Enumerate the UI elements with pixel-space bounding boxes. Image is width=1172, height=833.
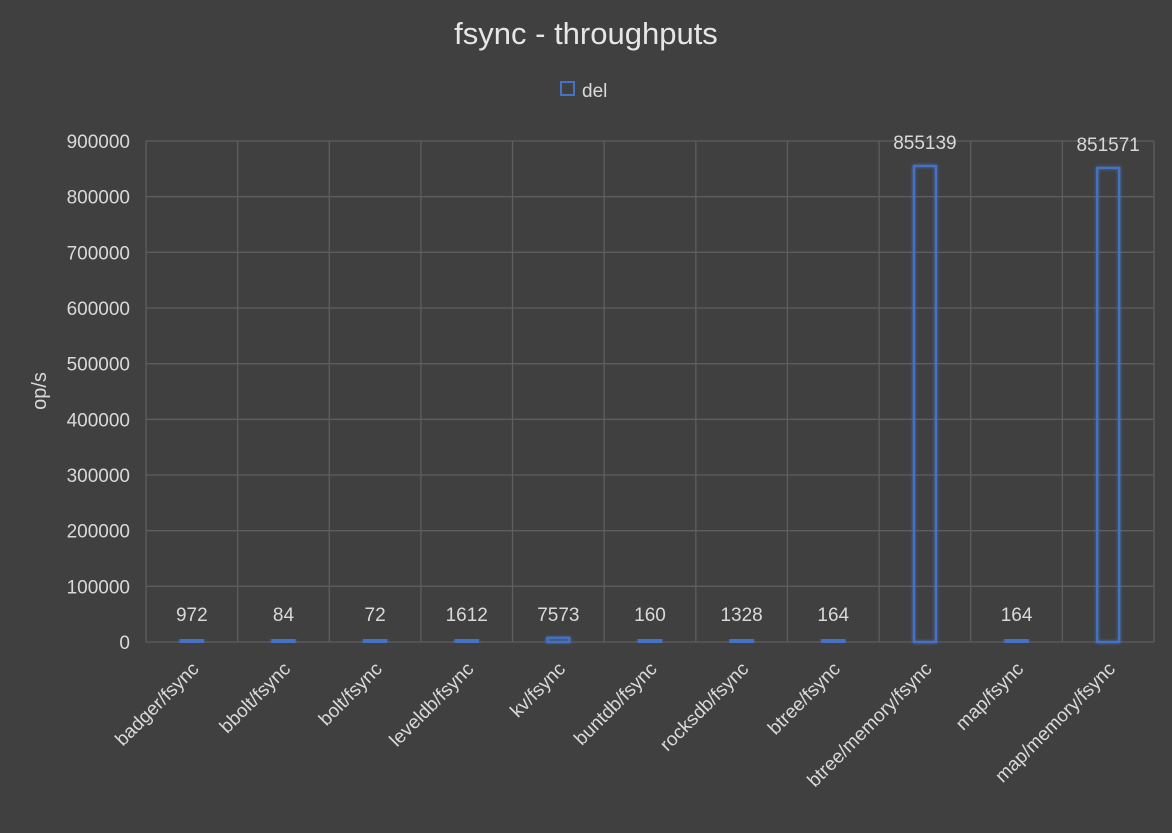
data-label: 1612: [446, 605, 488, 626]
x-tick-label: badger/fsync: [112, 659, 204, 751]
y-tick-label: 900000: [67, 132, 130, 153]
data-label: 972: [176, 605, 208, 626]
legend-label-del: del: [582, 81, 607, 102]
data-labels: 972 84 72 1612 7573 160 1328 164 855139 164 851571: [176, 133, 1140, 626]
chart-title: fsync - throughputs: [454, 16, 718, 51]
grid: [145, 140, 1155, 643]
data-label: 7573: [537, 605, 579, 626]
y-axis-label: op/s: [29, 372, 51, 410]
bar: [912, 164, 938, 644]
bar: [271, 638, 296, 644]
y-tick-label: 400000: [67, 410, 130, 431]
y-tick-label: 600000: [67, 299, 130, 320]
x-tick-label: btree/fsync: [764, 659, 845, 740]
x-tick-label: map/fsync: [952, 659, 1028, 735]
y-tick-label: 700000: [67, 243, 130, 264]
bar: [1096, 166, 1121, 644]
legend: del: [560, 81, 607, 102]
bar: [454, 638, 479, 644]
data-label: 855139: [893, 133, 956, 154]
legend-swatch-del: [560, 81, 575, 96]
bar: [637, 638, 663, 644]
x-tick-label: bbolt/fsync: [216, 659, 295, 738]
data-label: 164: [817, 605, 849, 626]
y-tick-label: 500000: [67, 355, 130, 376]
data-label: 160: [634, 605, 666, 626]
data-label: 84: [273, 605, 295, 626]
y-axis-ticks: 0 100000 200000 300000 400000 500000 600000 700…: [67, 132, 130, 654]
y-tick-label: 100000: [67, 577, 130, 598]
x-tick-label: leveldb/fsync: [386, 659, 479, 752]
bar: [362, 638, 388, 644]
x-tick-label: rocksdb/fsync: [656, 659, 753, 756]
x-tick-label: bolt/fsync: [315, 659, 387, 731]
data-label: 164: [1001, 605, 1033, 626]
y-tick-label: 300000: [67, 466, 130, 487]
bar: [729, 638, 754, 644]
bar: [546, 636, 571, 644]
bar: [821, 638, 846, 644]
x-tick-label: buntdb/fsync: [570, 659, 661, 750]
y-tick-label: 200000: [67, 522, 130, 543]
x-axis-ticks: badger/fsync bbolt/fsync bolt/fsync leveldb…: [112, 659, 1120, 792]
data-label: 851571: [1076, 135, 1139, 156]
y-tick-label: 800000: [67, 188, 130, 209]
data-label: 72: [365, 605, 386, 626]
bar: [179, 638, 204, 644]
data-label: 1328: [720, 605, 762, 626]
y-tick-label: 0: [119, 633, 130, 654]
x-tick-label: kv/fsync: [507, 659, 570, 722]
bar: [1004, 638, 1029, 644]
bars: [179, 164, 1121, 644]
